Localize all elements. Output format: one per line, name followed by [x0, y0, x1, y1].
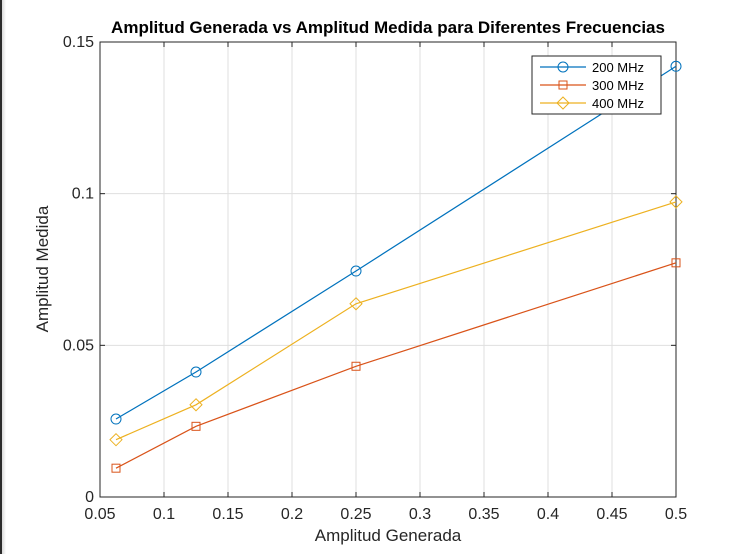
legend-marker [558, 80, 568, 90]
y-tick-label: 0.05 [63, 337, 94, 354]
series-layer [109, 60, 683, 473]
legend-entry-label: 400 MHz [592, 96, 644, 111]
data-point-marker [191, 421, 201, 431]
data-point-marker [350, 265, 362, 277]
legend-entry-label: 200 MHz [592, 60, 644, 75]
x-tick-label: 0.4 [537, 506, 559, 523]
data-point-marker [190, 366, 202, 378]
x-axis-label: Amplitud Generada [315, 526, 462, 545]
legend[interactable]: 200 MHz 300 MHz 400 MHz [531, 55, 662, 115]
data-point-marker [351, 361, 361, 371]
window-top-strip [0, 0, 746, 8]
axis-ticks: 0.05 0.1 0.15 0.2 0.25 0.3 0.35 0.4 0.45 0.500.05… [63, 34, 687, 523]
x-tick-label: 0.1 [153, 506, 175, 523]
x-tick-label: 0.5 [665, 506, 687, 523]
data-point-marker [111, 463, 121, 473]
data-point-marker [189, 398, 203, 412]
legend-marker [557, 61, 569, 73]
chart-title: Amplitud Generada vs Amplitud Medida par… [111, 18, 665, 37]
data-point-marker [671, 258, 681, 268]
legend-entry-label: 300 MHz [592, 78, 644, 93]
data-point-marker [670, 60, 682, 72]
x-tick-label: 0.35 [468, 506, 499, 523]
series-1 [111, 258, 681, 473]
y-tick-label: 0.15 [63, 34, 94, 51]
plot-area [99, 41, 677, 498]
series-line [115, 201, 677, 441]
x-tick-label: 0.2 [281, 506, 303, 523]
x-tick-label: 0.05 [84, 506, 115, 523]
window-left-edge [0, 0, 6, 554]
series-line [115, 65, 677, 420]
x-tick-label: 0.3 [409, 506, 431, 523]
x-tick-label: 0.25 [340, 506, 371, 523]
data-point-marker [669, 195, 683, 209]
y-tick-label: 0 [85, 489, 94, 506]
x-tick-label: 0.45 [596, 506, 627, 523]
series-line [115, 262, 677, 469]
y-axis-label: Amplitud Medida [33, 205, 52, 332]
legend-marker [556, 96, 570, 110]
data-point-marker [109, 432, 123, 447]
data-point-marker [110, 413, 122, 425]
x-tick-label: 0.15 [212, 506, 243, 523]
series-2 [109, 195, 683, 447]
series-0 [110, 60, 682, 425]
data-point-marker [349, 297, 363, 311]
y-tick-label: 0.1 [72, 186, 94, 203]
